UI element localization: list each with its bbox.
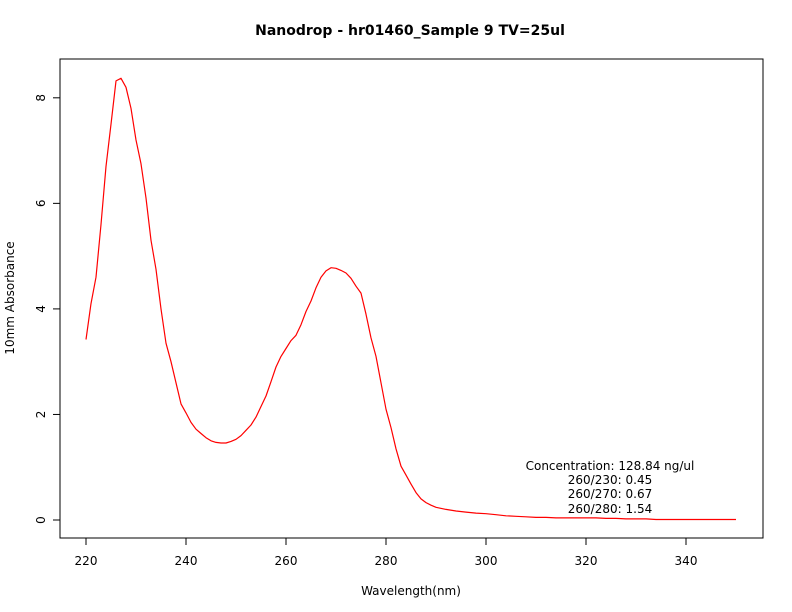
x-tick-label: 220	[75, 554, 98, 568]
x-axis-label: Wavelength(nm)	[361, 584, 461, 598]
annotation-block: Concentration: 128.84 ng/ul 260/230: 0.4…	[526, 459, 695, 516]
y-tick-label: 6	[34, 200, 48, 208]
x-tick-label: 340	[675, 554, 698, 568]
ratio-260-270-annotation: 260/270: 0.67	[568, 487, 652, 501]
concentration-annotation: Concentration: 128.84 ng/ul	[526, 459, 695, 473]
x-tick-label: 260	[275, 554, 298, 568]
x-tick-label: 320	[575, 554, 598, 568]
x-tick-label: 240	[175, 554, 198, 568]
ratio-260-280-annotation: 260/280: 1.54	[568, 502, 652, 516]
x-tick-label: 300	[475, 554, 498, 568]
ratio-260-230-annotation: 260/230: 0.45	[568, 473, 652, 487]
x-tick-label: 280	[375, 554, 398, 568]
y-tick-label: 0	[34, 516, 48, 524]
y-axis: 0 2 4 6 8	[34, 94, 61, 524]
chart-title: Nanodrop - hr01460_Sample 9 TV=25ul	[255, 23, 565, 39]
absorbance-series-line	[85, 77, 736, 521]
x-axis: 220 240 260 280 300 320 340	[75, 537, 698, 568]
y-tick-label: 8	[34, 94, 48, 102]
y-axis-label: 10mm Absorbance	[3, 241, 17, 354]
series-layer	[85, 77, 736, 521]
y-tick-label: 4	[34, 305, 48, 313]
y-tick-label: 2	[34, 411, 48, 419]
